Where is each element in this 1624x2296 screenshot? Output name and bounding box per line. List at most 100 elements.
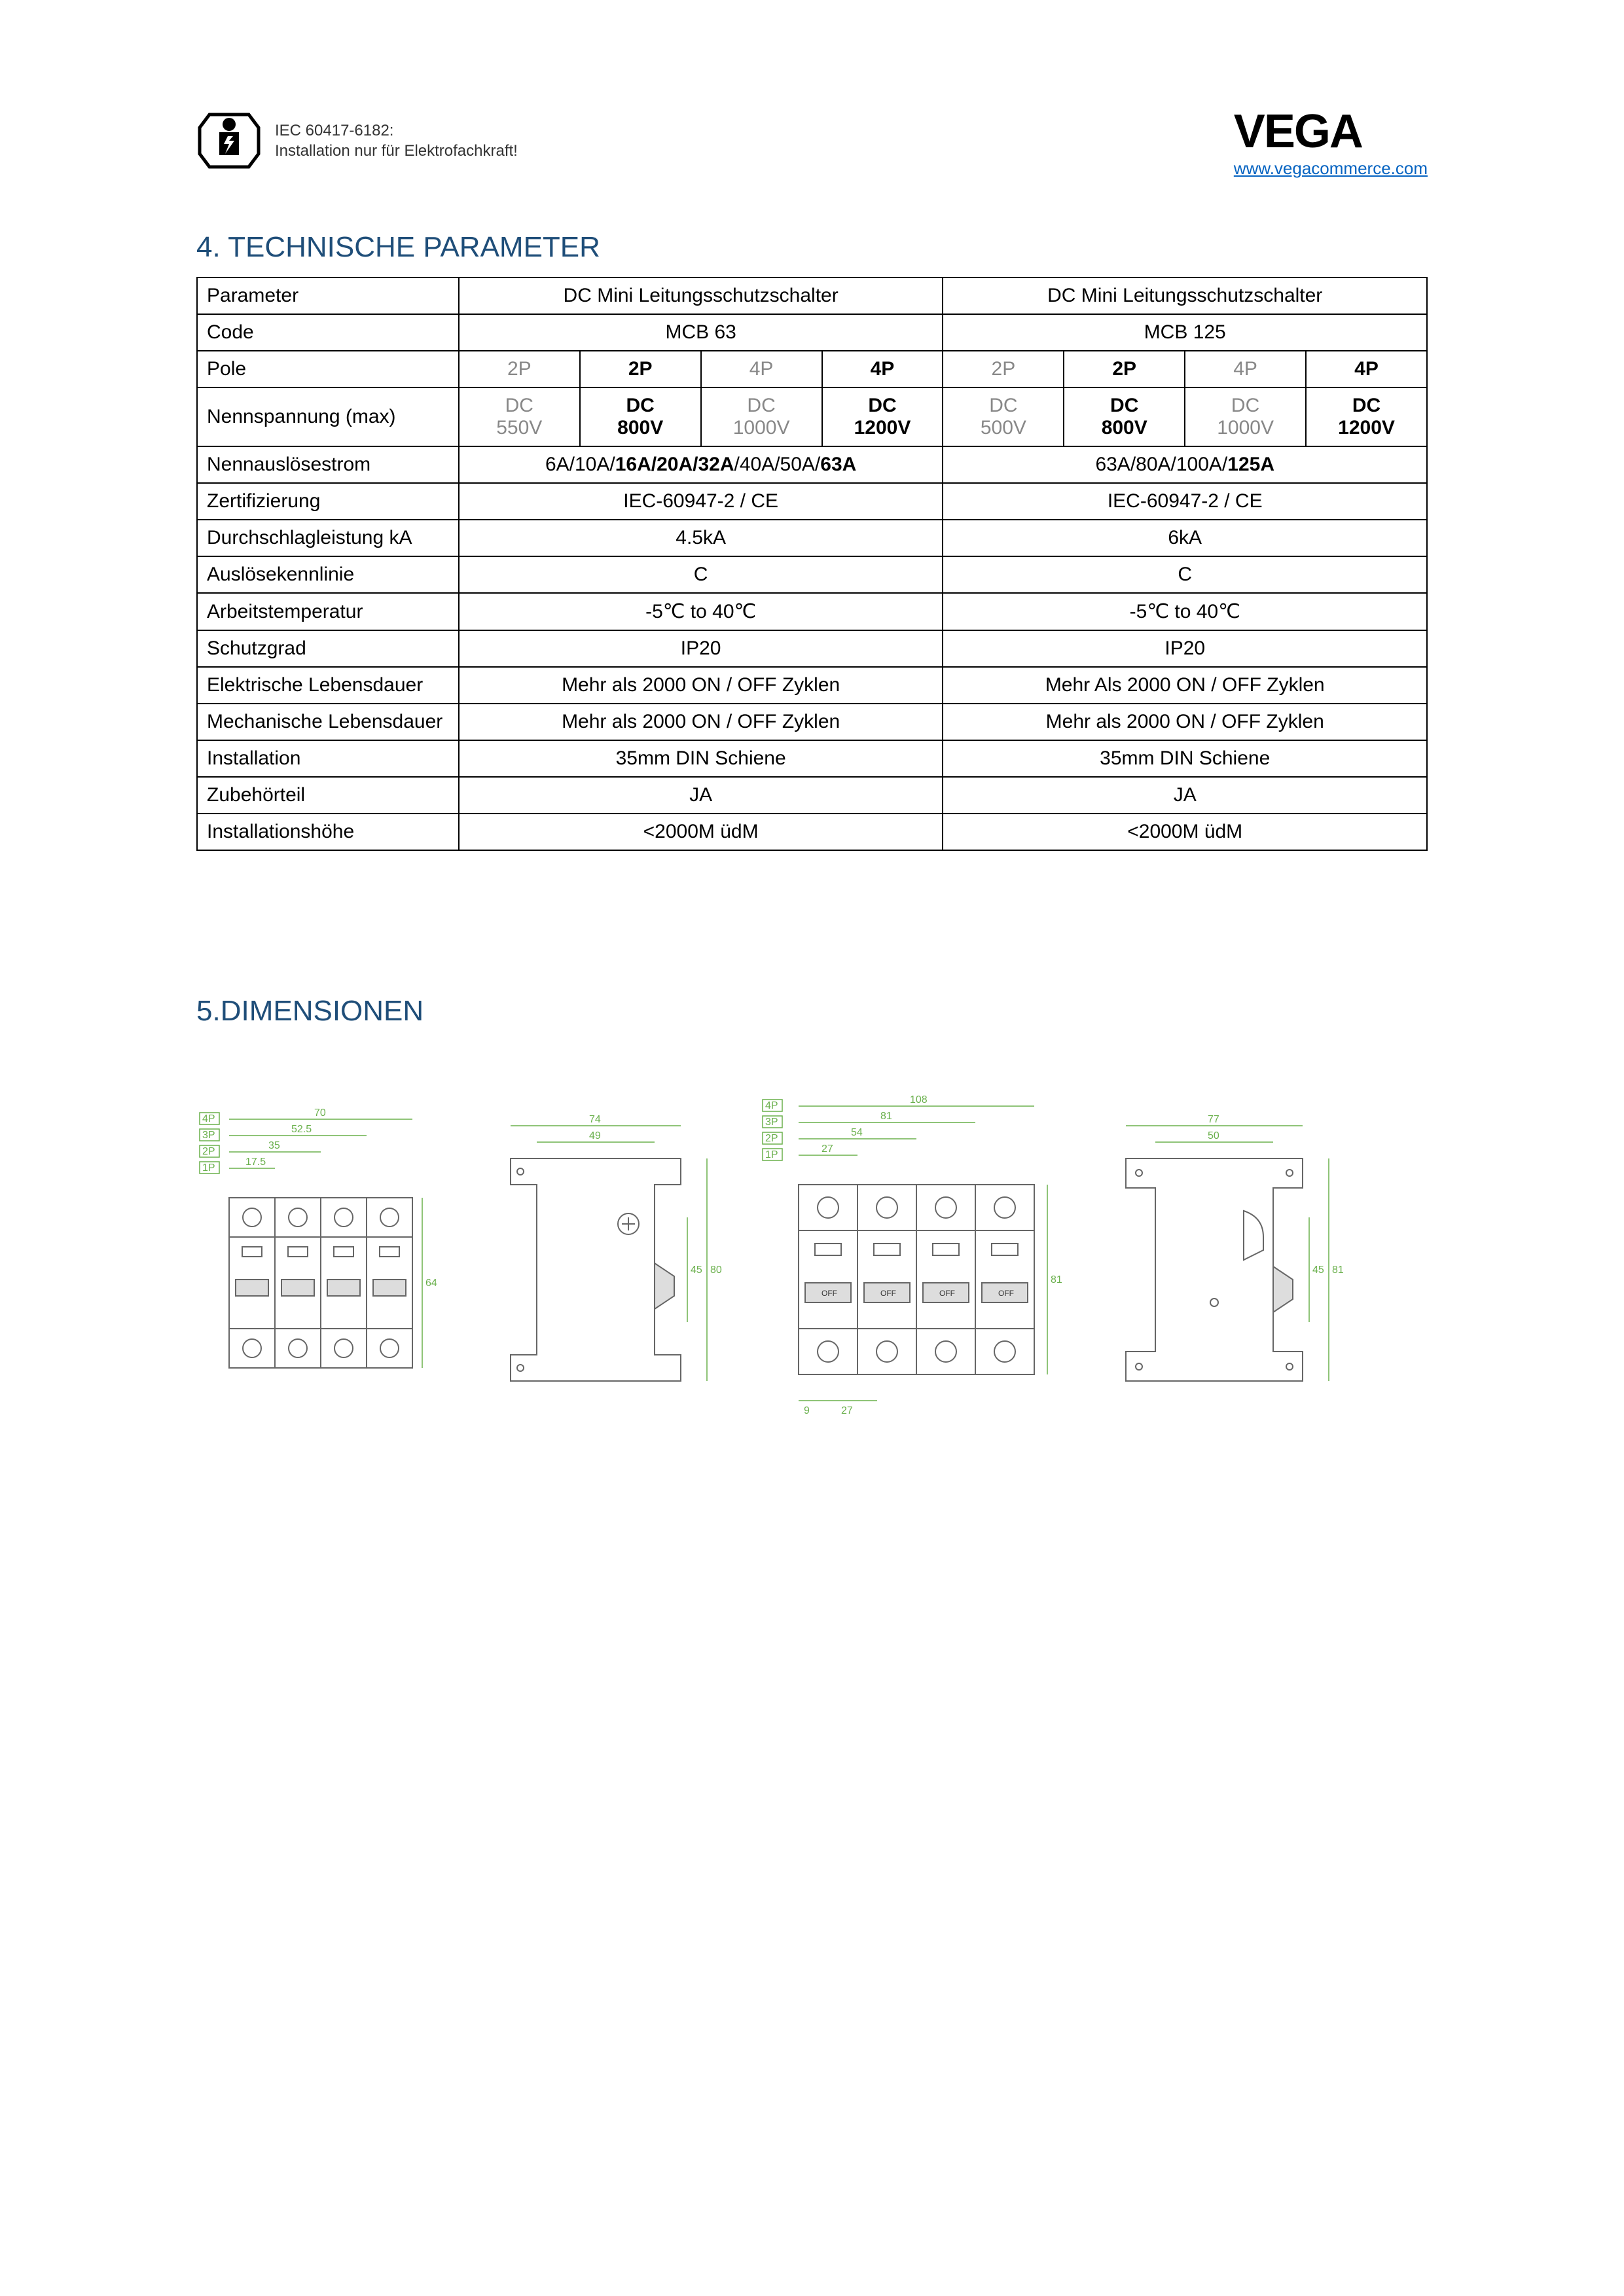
cell-value: -5℃ to 40℃ [943, 593, 1427, 630]
cell-value: Mehr Als 2000 ON / OFF Zyklen [943, 667, 1427, 704]
svg-text:4P: 4P [765, 1100, 778, 1111]
svg-text:52.5: 52.5 [291, 1124, 312, 1135]
cell-label: Zubehörteil [197, 777, 459, 814]
cell-value: MCB 125 [943, 314, 1427, 351]
section5-title: 5.DIMENSIONEN [196, 995, 1428, 1028]
svg-text:45: 45 [1312, 1265, 1324, 1276]
row-acc: Zubehörteil JA JA [197, 777, 1427, 814]
page-header: IEC 60417-6182: Installation nur für Ele… [196, 105, 1428, 179]
svg-text:45: 45 [691, 1265, 702, 1276]
cell-label: Nennauslösestrom [197, 446, 459, 483]
svg-text:81: 81 [1051, 1274, 1062, 1285]
parameter-table: Parameter DC Mini Leitungsschutzschalter… [196, 277, 1428, 851]
diagram-mcb125-front: 4P 3P 2P 1P 108 81 54 27 81 9 27 [759, 1093, 1074, 1433]
row-current: Nennauslösestrom 6A/10A/16A/20A/32A/40A/… [197, 446, 1427, 483]
svg-text:49: 49 [589, 1130, 601, 1141]
cell-value: Mehr als 2000 ON / OFF Zyklen [459, 704, 943, 740]
row-code: Code MCB 63 MCB 125 [197, 314, 1427, 351]
vega-logo: VEGA [1234, 105, 1428, 158]
cell-value: DC800V [580, 387, 701, 446]
svg-text:1P: 1P [765, 1149, 778, 1160]
cell-value: <2000M üdM [943, 814, 1427, 850]
svg-text:64: 64 [425, 1278, 437, 1289]
row-trip: Auslösekennlinie C C [197, 556, 1427, 593]
svg-text:74: 74 [589, 1114, 601, 1125]
cell-value: <2000M üdM [459, 814, 943, 850]
cell-value: IEC-60947-2 / CE [943, 483, 1427, 520]
row-voltage: Nennspannung (max) DC550V DC800V DC1000V… [197, 387, 1427, 446]
cell-value: DC Mini Leitungsschutzschalter [943, 278, 1427, 314]
svg-text:54: 54 [851, 1127, 863, 1138]
vega-url-link[interactable]: www.vegacommerce.com [1234, 158, 1428, 178]
svg-text:3P: 3P [765, 1117, 778, 1128]
header-right: VEGA www.vegacommerce.com [1234, 105, 1428, 179]
electrician-icon [196, 105, 262, 177]
row-elife: Elektrische Lebensdauer Mehr als 2000 ON… [197, 667, 1427, 704]
cell-value: DC800V [1064, 387, 1185, 446]
svg-text:108: 108 [910, 1094, 928, 1105]
cell-label: Installationshöhe [197, 814, 459, 850]
svg-text:81: 81 [1332, 1265, 1344, 1276]
cell-label: Durchschlagleistung kA [197, 520, 459, 556]
cell-value: Mehr als 2000 ON / OFF Zyklen [459, 667, 943, 704]
cell-label: Parameter [197, 278, 459, 314]
row-alt: Installationshöhe <2000M üdM <2000M üdM [197, 814, 1427, 850]
diagram-mcb63-side: 74 49 45 80 [484, 1106, 733, 1433]
cell-label: Arbeitstemperatur [197, 593, 459, 630]
cell-value: 4P [1306, 351, 1427, 387]
cell-value: 2P [943, 351, 1064, 387]
svg-text:27: 27 [821, 1143, 833, 1155]
cell-value: 35mm DIN Schiene [459, 740, 943, 777]
cell-value: MCB 63 [459, 314, 943, 351]
cell-value: C [943, 556, 1427, 593]
diagram-mcb125-side: 77 50 45 81 [1100, 1106, 1348, 1433]
svg-text:70: 70 [314, 1107, 326, 1119]
cell-label: Installation [197, 740, 459, 777]
cell-value: JA [943, 777, 1427, 814]
cell-value: 6A/10A/16A/20A/32A/40A/50A/63A [459, 446, 943, 483]
cell-value: DC Mini Leitungsschutzschalter [459, 278, 943, 314]
svg-text:80: 80 [710, 1265, 722, 1276]
cell-value: 4P [701, 351, 822, 387]
svg-text:35: 35 [268, 1140, 280, 1151]
cell-label: Zertifizierung [197, 483, 459, 520]
section4-title: 4. TECHNISCHE PARAMETER [196, 231, 1428, 264]
svg-text:OFF: OFF [998, 1289, 1014, 1298]
cell-value: DC550V [459, 387, 580, 446]
cell-value: Mehr als 2000 ON / OFF Zyklen [943, 704, 1427, 740]
row-mlife: Mechanische Lebensdauer Mehr als 2000 ON… [197, 704, 1427, 740]
cell-label: Mechanische Lebensdauer [197, 704, 459, 740]
cell-value: DC1000V [1185, 387, 1306, 446]
cell-label: Elektrische Lebensdauer [197, 667, 459, 704]
cell-value: 4.5kA [459, 520, 943, 556]
row-install: Installation 35mm DIN Schiene 35mm DIN S… [197, 740, 1427, 777]
cell-value: 63A/80A/100A/125A [943, 446, 1427, 483]
cell-value: JA [459, 777, 943, 814]
iec-line2: Installation nur für Elektrofachkraft! [275, 141, 518, 161]
row-ip: Schutzgrad IP20 IP20 [197, 630, 1427, 667]
svg-text:OFF: OFF [939, 1289, 955, 1298]
cell-value: 6kA [943, 520, 1427, 556]
cell-label: Nennspannung (max) [197, 387, 459, 446]
cell-label: Schutzgrad [197, 630, 459, 667]
svg-text:81: 81 [880, 1111, 892, 1122]
row-temp: Arbeitstemperatur -5℃ to 40℃ -5℃ to 40℃ [197, 593, 1427, 630]
dimension-diagrams: 4P 3P 2P 1P 70 52.5 35 17.5 64 [196, 1093, 1428, 1433]
cell-value: 2P [459, 351, 580, 387]
svg-text:77: 77 [1208, 1114, 1219, 1125]
cell-value: C [459, 556, 943, 593]
cell-label: Pole [197, 351, 459, 387]
svg-text:4P: 4P [202, 1113, 215, 1124]
cell-label: Code [197, 314, 459, 351]
svg-text:2P: 2P [765, 1133, 778, 1144]
cell-value: DC1000V [701, 387, 822, 446]
row-cert: Zertifizierung IEC-60947-2 / CE IEC-6094… [197, 483, 1427, 520]
svg-text:2P: 2P [202, 1146, 215, 1157]
row-pole: Pole 2P 2P 4P 4P 2P 2P 4P 4P [197, 351, 1427, 387]
svg-text:OFF: OFF [880, 1289, 896, 1298]
cell-value: 2P [580, 351, 701, 387]
cell-value: IEC-60947-2 / CE [459, 483, 943, 520]
cell-value: 4P [822, 351, 943, 387]
cell-value: -5℃ to 40℃ [459, 593, 943, 630]
cell-value: IP20 [459, 630, 943, 667]
